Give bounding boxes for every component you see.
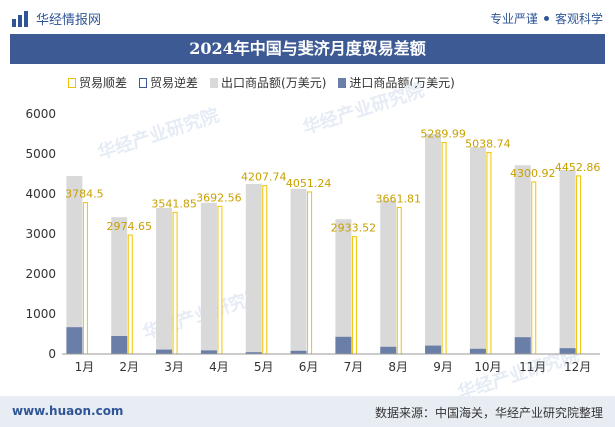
x-tick-label-9: 9月 <box>433 360 453 374</box>
export-bar-8 <box>380 200 397 354</box>
export-bar-1 <box>66 176 83 354</box>
x-tick-label-8: 8月 <box>388 360 408 374</box>
legend-deficit: 贸易逆差 <box>139 74 198 91</box>
import-bar-8 <box>380 346 397 354</box>
top-bar: 华经情报网 专业严谨 客观科学 <box>0 0 615 34</box>
export-bar-7 <box>335 219 352 354</box>
y-tick-label-2: 2000 <box>25 267 56 281</box>
legend-deficit-label: 贸易逆差 <box>150 76 199 90</box>
export-bar-2 <box>111 217 128 354</box>
slogan: 专业严谨 客观科学 <box>490 10 603 27</box>
surplus-bar-4 <box>217 205 223 355</box>
surplus-bar-2 <box>127 234 133 355</box>
export-bar-6 <box>290 188 307 354</box>
slogan-tag-2: 客观科学 <box>554 12 603 26</box>
surplus-data-label-11: 4300.92 <box>510 167 556 180</box>
surplus-data-label-12: 4452.86 <box>555 161 601 174</box>
brand-logo: 华经情报网 <box>12 9 101 28</box>
legend-import-swatch <box>338 77 347 88</box>
surplus-data-label-3: 3541.85 <box>151 197 197 210</box>
surplus-data-label-8: 3661.81 <box>376 193 422 206</box>
surplus-data-label-10: 5038.74 <box>465 137 511 150</box>
import-bar-5 <box>245 352 262 354</box>
legend-surplus: 贸易顺差 <box>68 74 127 91</box>
legend-surplus-label: 贸易顺差 <box>79 76 128 90</box>
x-tick-label-6: 6月 <box>299 360 319 374</box>
export-bar-11 <box>514 165 531 354</box>
legend-export: 出口商品额(万美元) <box>210 74 326 91</box>
legend-export-label: 出口商品额(万美元) <box>221 76 327 90</box>
slogan-tag-1: 专业严谨 <box>489 12 538 26</box>
y-tick-label-0: 0 <box>48 347 56 361</box>
y-tick-label-3: 3000 <box>25 227 56 241</box>
surplus-data-label-9: 5289.99 <box>420 127 466 140</box>
y-tick-label-4: 4000 <box>25 187 56 201</box>
chart-title: 2024年中国与斐济月度贸易差额 <box>189 39 426 58</box>
surplus-data-label-2: 2974.65 <box>107 220 153 233</box>
surplus-bar-8 <box>396 207 402 355</box>
export-bar-4 <box>200 202 217 354</box>
y-tick-label-5: 5000 <box>25 147 56 161</box>
title-bar: 2024年中国与斐济月度贸易差额 <box>10 34 605 64</box>
export-bar-12 <box>559 170 576 354</box>
surplus-bar-5 <box>262 185 268 355</box>
legend-import-label: 进口商品额(万美元) <box>349 76 455 90</box>
import-bar-3 <box>156 349 173 354</box>
import-bar-6 <box>290 350 307 354</box>
x-tick-label-3: 3月 <box>164 360 184 374</box>
x-tick-label-11: 11月 <box>519 360 546 374</box>
x-tick-label-12: 12月 <box>564 360 591 374</box>
surplus-bar-11 <box>531 181 537 355</box>
y-tick-label-1: 1000 <box>25 307 56 321</box>
export-bar-5 <box>245 184 262 354</box>
legend-deficit-swatch <box>139 77 148 88</box>
import-bar-9 <box>425 345 442 354</box>
website-link[interactable]: www.huaon.com <box>12 404 124 418</box>
surplus-bar-12 <box>576 175 582 355</box>
legend-import: 进口商品额(万美元) <box>338 74 455 91</box>
legend-export-swatch <box>210 77 219 88</box>
surplus-data-label-6: 4051.24 <box>286 177 332 190</box>
import-bar-12 <box>559 348 576 354</box>
import-bar-7 <box>335 336 352 354</box>
export-bar-10 <box>469 147 486 354</box>
import-bar-1 <box>66 327 83 354</box>
legend: 贸易顺差 贸易逆差 出口商品额(万美元) 进口商品额(万美元) <box>68 74 455 91</box>
surplus-bar-6 <box>307 191 313 355</box>
surplus-data-label-7: 2933.52 <box>331 222 377 235</box>
import-bar-11 <box>514 337 531 354</box>
x-tick-label-7: 7月 <box>344 360 364 374</box>
surplus-data-label-5: 4207.74 <box>241 171 287 184</box>
surplus-data-label-4: 3692.56 <box>196 191 242 204</box>
x-tick-label-5: 5月 <box>254 360 274 374</box>
x-tick-label-1: 1月 <box>75 360 95 374</box>
import-bar-4 <box>200 350 217 354</box>
x-tick-label-4: 4月 <box>209 360 229 374</box>
brand-name: 华经情报网 <box>36 13 102 28</box>
surplus-bar-9 <box>441 141 447 355</box>
x-tick-label-2: 2月 <box>119 360 139 374</box>
footer: www.huaon.com 数据来源：中国海关，华经产业研究院整理 <box>0 396 615 427</box>
surplus-data-label-1: 3784.5 <box>65 188 104 201</box>
surplus-bar-7 <box>351 236 357 355</box>
y-tick-label-6: 6000 <box>25 107 56 121</box>
surplus-bar-1 <box>82 202 88 355</box>
bar-logo-icon <box>12 10 30 27</box>
separator-dot-icon <box>543 16 549 21</box>
export-bar-3 <box>156 208 173 354</box>
x-tick-label-10: 10月 <box>474 360 501 374</box>
data-source: 数据来源：中国海关，华经产业研究院整理 <box>374 406 603 420</box>
legend-surplus-swatch <box>68 77 76 88</box>
import-bar-10 <box>469 348 486 354</box>
import-bar-2 <box>111 336 128 354</box>
surplus-bar-3 <box>172 211 178 355</box>
export-bar-9 <box>425 134 442 354</box>
bar-chart: 0 1000 2000 3000 4000 5000 6000 3784.5 2974.65 3… <box>25 107 601 374</box>
surplus-bar-10 <box>486 151 492 355</box>
